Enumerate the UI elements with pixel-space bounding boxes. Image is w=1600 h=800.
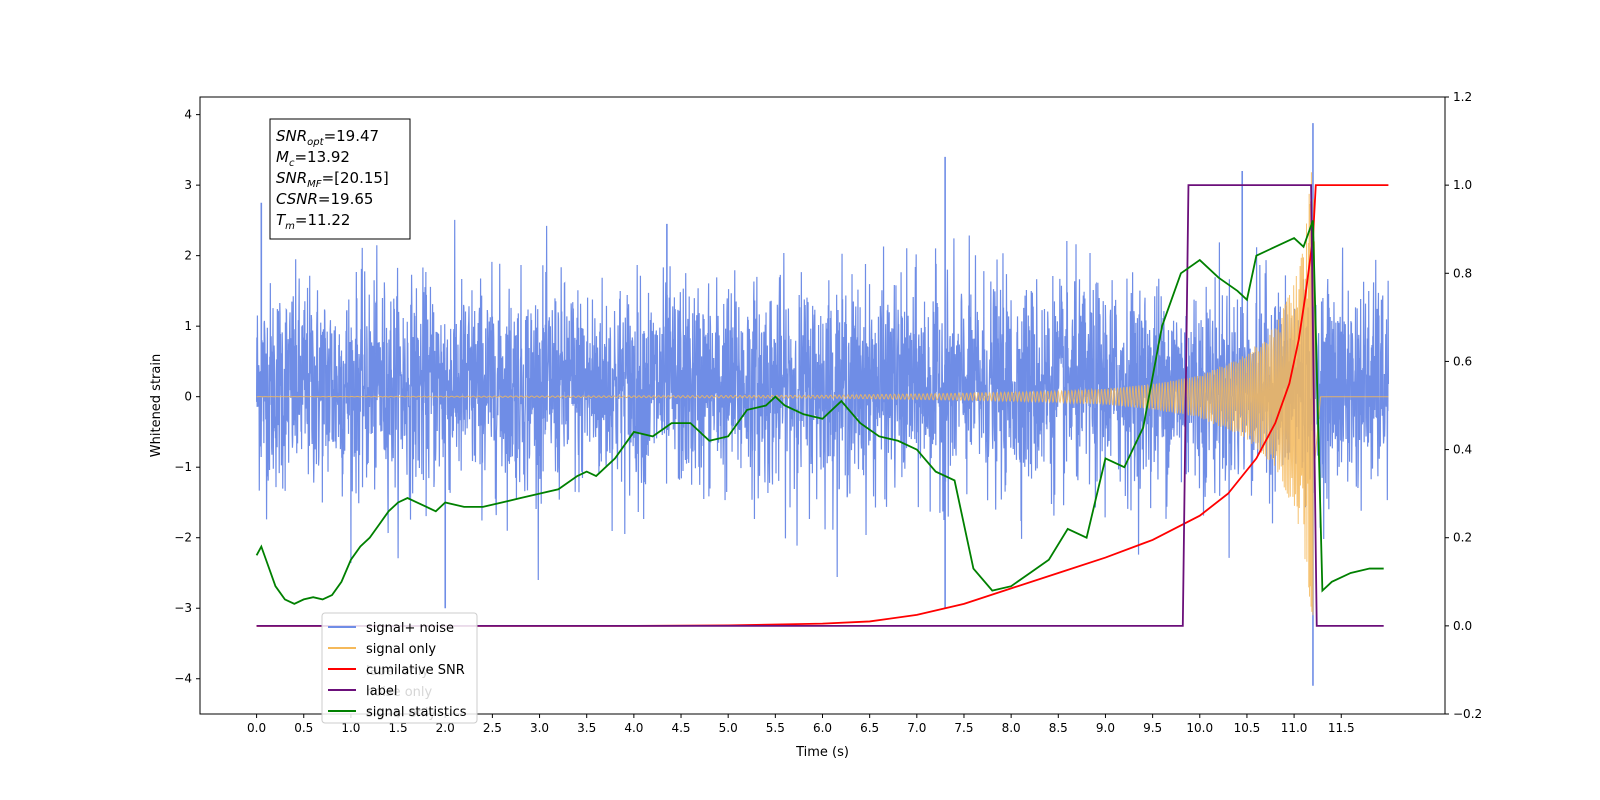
x-tick-label: 10.0 [1186, 721, 1213, 735]
annotation-line: Mc=13.92 [276, 148, 350, 169]
x-tick-label: 11.0 [1281, 721, 1308, 735]
series-label [256, 184, 1384, 627]
y2-tick-label: 0.0 [1453, 619, 1472, 633]
legend-label: label [366, 684, 397, 699]
x-tick-label: 5.0 [719, 721, 738, 735]
series-signal-only [256, 172, 1389, 616]
x-tick-label: 4.0 [624, 721, 643, 735]
y-tick-label: −1 [174, 460, 192, 474]
x-tick-label: 5.5 [766, 721, 785, 735]
y2-tick-label: 0.8 [1453, 266, 1472, 280]
legend: label only noise only signal only signal+ n… [321, 612, 478, 724]
y-tick-label: 2 [184, 249, 192, 263]
x-tick-label: 2.5 [483, 721, 502, 735]
x-tick-label: 11.5 [1328, 721, 1355, 735]
y-tick-label: 1 [184, 319, 192, 333]
y2-tick-label: 1.2 [1453, 90, 1472, 104]
annotation-line: SNRopt=19.47 [276, 127, 379, 148]
x-tick-label: 0.5 [294, 721, 313, 735]
x-tick-label: 9.0 [1096, 721, 1115, 735]
x-tick-label: 3.0 [530, 721, 549, 735]
x-tick-label: 1.5 [389, 721, 408, 735]
x-tick-label: 8.0 [1002, 721, 1021, 735]
annotation-line: Tm=11.22 [276, 211, 350, 232]
x-tick-label: 10.5 [1234, 721, 1261, 735]
y2-tick-label: 0.6 [1453, 354, 1472, 368]
y-tick-label: −2 [174, 531, 192, 545]
x-tick-label: 7.0 [907, 721, 926, 735]
x-tick-label: 2.0 [436, 721, 455, 735]
y-tick-label: 4 [184, 108, 192, 122]
x-tick-label: 0.0 [247, 721, 266, 735]
x-tick-label: 1.0 [341, 721, 360, 735]
x-axis-label: Time (s) [795, 745, 849, 760]
stats-annotation-box: SNRopt=19.47Mc=13.92SNRMF=[20.15]CSNR=19… [269, 118, 411, 240]
series-signal-statistics [255, 220, 1384, 605]
legend-shadow-text: noise only [366, 685, 433, 700]
annotation-line: CSNR=19.65 [276, 190, 373, 208]
chirp-trace [256, 172, 1389, 616]
annotation-frame [269, 118, 411, 240]
y-tick-label: 3 [184, 178, 192, 192]
line-trace [256, 184, 1384, 627]
legend-shadow-text: signal only [366, 706, 436, 721]
y-tick-label: 0 [184, 390, 192, 404]
legend-shadow-text: label only [366, 664, 429, 679]
x-tick-label: 7.5 [954, 721, 973, 735]
y-axis-right: −0.2 0.0 0.2 0.4 0.6 0.8 1.0 1.2 [1445, 90, 1482, 721]
x-tick-label: 3.5 [577, 721, 596, 735]
y-tick-label: −4 [174, 672, 192, 686]
x-tick-label: 9.5 [1143, 721, 1162, 735]
y-axis-label: Whitened strain [149, 354, 164, 457]
y2-tick-label: 0.2 [1453, 531, 1472, 545]
y2-tick-label: 1.0 [1453, 178, 1472, 192]
x-tick-label: 4.5 [671, 721, 690, 735]
x-tick-label: 8.5 [1049, 721, 1068, 735]
y-axis-left: −4 −3 −2 −1 0 1 2 3 4 [174, 108, 200, 686]
legend-label: cumilative SNR [366, 663, 465, 678]
y2-tick-label: 0.4 [1453, 443, 1472, 457]
x-tick-label: 6.5 [860, 721, 879, 735]
x-axis: 0.0 0.5 1.0 1.5 2.0 2.5 3.0 3.5 4.0 4.5 5.0 5.5 6.0 6… [247, 714, 1355, 735]
series-layer [255, 123, 1390, 686]
legend-frame [321, 612, 478, 724]
series-cumilative-snr [256, 184, 1389, 627]
line-trace [256, 184, 1389, 627]
y2-tick-label: −0.2 [1453, 707, 1482, 721]
x-tick-label: 6.0 [813, 721, 832, 735]
legend-label: signal only [366, 642, 436, 657]
y-tick-label: −3 [174, 601, 192, 615]
legend-label: signal statistics [366, 705, 467, 720]
annotation-line: SNRMF=[20.15] [276, 169, 389, 190]
legend-label: signal+ noise [366, 621, 454, 636]
line-trace [255, 220, 1384, 605]
